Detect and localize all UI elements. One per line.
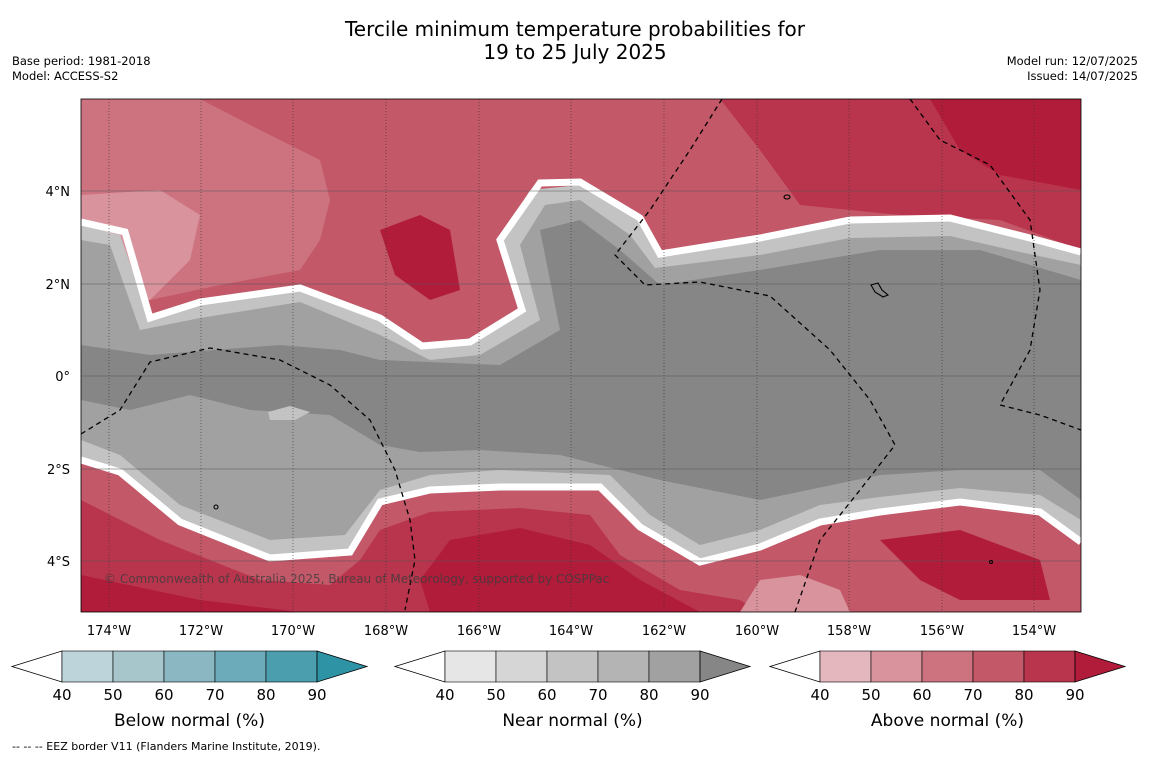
graticule xyxy=(81,190,1081,562)
colorbar-tick: 50 xyxy=(861,686,880,704)
title-line-1: Tercile minimum temperature probabilitie… xyxy=(344,17,806,41)
colorbar-tick: 90 xyxy=(1065,686,1084,704)
tercile-boundary-south xyxy=(81,456,1081,566)
map-frame xyxy=(80,98,1082,613)
near-normal-patch xyxy=(268,406,310,420)
map-title: Tercile minimum temperature probabilitie… xyxy=(0,18,1150,64)
lon-label: 166°W xyxy=(457,624,501,639)
above-north-90-central xyxy=(380,215,460,300)
lat-label: 2°S xyxy=(47,463,70,478)
lat-label: 4°N xyxy=(46,185,71,200)
lon-label: 160°W xyxy=(735,624,779,639)
colorbar-label: Above normal (%) xyxy=(871,711,1024,731)
probability-field xyxy=(81,99,1081,612)
above-north-80 xyxy=(330,99,1081,250)
colorbar-segment xyxy=(265,650,318,683)
lat-label: 4°S xyxy=(47,555,70,570)
colorbar-tick: 80 xyxy=(256,686,275,704)
colorbar-tick: 40 xyxy=(52,686,71,704)
colorbar-extend-low xyxy=(393,650,446,683)
colorbar-segment xyxy=(921,650,974,683)
colorbar-tick: 80 xyxy=(639,686,658,704)
colorbar-segment xyxy=(546,650,599,683)
colorbar-segment xyxy=(972,650,1025,683)
colorbar-extend-high xyxy=(1074,650,1127,683)
colorbar-extend-high xyxy=(699,650,752,683)
colorbar-segment xyxy=(819,650,872,683)
colorbar-tick: 50 xyxy=(103,686,122,704)
colorbar-tick: 90 xyxy=(307,686,326,704)
eez-borders xyxy=(81,99,1081,612)
colorbar-segment xyxy=(112,650,165,683)
colorbar-segment xyxy=(444,650,497,683)
above-south-60 xyxy=(740,575,850,612)
colorbar-segment xyxy=(61,650,114,683)
lat-label: 0° xyxy=(55,370,70,385)
colorbar: 40 50 60 70 80 90 Above normal (%) xyxy=(768,650,1127,731)
colorbars: 40 50 60 70 80 90 Below normal (%) 40 50 60 70 80 90… xyxy=(10,650,1127,731)
meta-right: Model run: 12/07/2025 Issued: 14/07/2025 xyxy=(1007,54,1138,84)
model-name: Model: ACCESS-S2 xyxy=(12,69,119,83)
meta-left: Base period: 1981-2018 Model: ACCESS-S2 xyxy=(12,54,151,84)
lat-label: 2°N xyxy=(46,278,71,293)
colorbar-extend-low xyxy=(768,650,821,683)
colorbar-tick: 60 xyxy=(154,686,173,704)
colorbar-tick: 70 xyxy=(963,686,982,704)
colorbar-segment xyxy=(214,650,267,683)
lat-axis: 4°N 2°N 0° 2°S 4°S xyxy=(46,185,71,570)
lon-label: 156°W xyxy=(920,624,964,639)
tercile-boundary-north xyxy=(81,178,1081,350)
above-south-90-west xyxy=(81,575,300,612)
model-run: Model run: 12/07/2025 xyxy=(1006,54,1138,68)
colorbar-segment xyxy=(648,650,701,683)
islands xyxy=(213,194,994,565)
colorbar-extend-low xyxy=(10,650,63,683)
colorbar-tick: 90 xyxy=(690,686,709,704)
colorbar-label: Below normal (%) xyxy=(114,711,265,731)
colorbar-extend-high xyxy=(316,650,369,683)
lon-label: 154°W xyxy=(1012,624,1056,639)
above-north-90-east xyxy=(600,99,1081,190)
colorbar: 40 50 60 70 80 90 Below normal (%) xyxy=(10,650,369,731)
title-line-2: 19 to 25 July 2025 xyxy=(483,40,667,64)
colorbar-segment xyxy=(495,650,548,683)
colorbar: 40 50 60 70 80 90 Near normal (%) xyxy=(393,650,752,731)
footnote: -- -- -- EEZ border V11 (Flanders Marine… xyxy=(12,740,321,753)
lon-label: 164°W xyxy=(549,624,593,639)
lon-label: 172°W xyxy=(179,624,223,639)
lon-label: 170°W xyxy=(271,624,315,639)
copyright-text: © Commonwealth of Australia 2025, Bureau… xyxy=(104,572,610,586)
colorbar-tick: 40 xyxy=(435,686,454,704)
colorbar-tick: 60 xyxy=(912,686,931,704)
colorbar-tick: 70 xyxy=(588,686,607,704)
above-south-90-central xyxy=(420,528,700,612)
near-normal-90 xyxy=(81,220,1081,500)
lon-label: 158°W xyxy=(827,624,871,639)
colorbar-tick: 60 xyxy=(537,686,556,704)
colorbar-segment xyxy=(597,650,650,683)
colorbar-label: Near normal (%) xyxy=(502,711,642,731)
above-south-90-east xyxy=(880,530,1050,600)
colorbar-segment xyxy=(1023,650,1076,683)
colorbar-tick: 50 xyxy=(486,686,505,704)
colorbar-tick: 70 xyxy=(205,686,224,704)
colorbar-segment xyxy=(163,650,216,683)
lon-axis: 174°W 172°W 170°W 168°W 166°W 164°W 162°… xyxy=(87,624,1056,639)
colorbar-tick: 40 xyxy=(810,686,829,704)
lon-label: 162°W xyxy=(642,624,686,639)
issued-date: Issued: 14/07/2025 xyxy=(1027,69,1138,83)
lon-label: 174°W xyxy=(87,624,131,639)
colorbar-segment xyxy=(870,650,923,683)
base-period: Base period: 1981-2018 xyxy=(12,54,151,68)
lon-label: 168°W xyxy=(364,624,408,639)
colorbar-tick: 80 xyxy=(1014,686,1033,704)
